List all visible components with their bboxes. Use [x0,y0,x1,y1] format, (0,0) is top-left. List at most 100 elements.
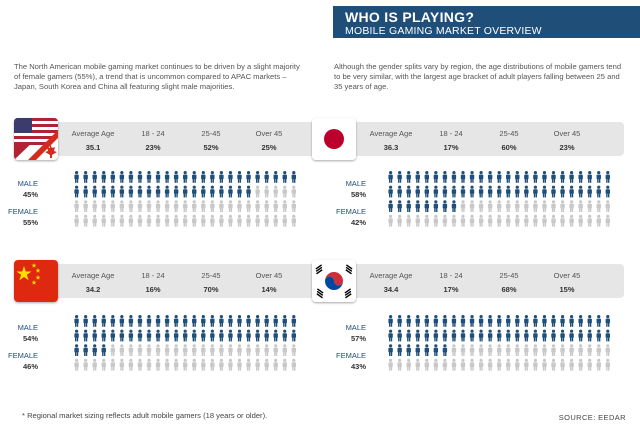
male-person-icon [497,315,502,327]
male-person-icon [424,344,429,356]
footnote: * Regional market sizing reflects adult … [22,411,268,420]
male-person-icon [506,171,511,183]
male-person-icon [469,171,475,183]
female-person-icon [533,200,538,212]
male-person-icon [74,315,79,327]
stat-25-45: 70% [203,285,219,294]
male-person-icon [397,171,402,183]
male-person-icon [551,171,556,183]
male-person-icon [146,171,152,183]
female-person-icon [237,214,242,227]
male-person-icon [201,315,206,327]
male-person-icon [219,315,224,327]
female-person-icon [282,344,287,356]
stat-average-age: 35.1 [85,143,101,152]
male-person-icon [388,171,393,183]
female-person-icon [264,358,269,371]
female-person-icon [273,214,278,227]
female-person-icon [596,344,601,356]
stat-header-over-45: Over 45 [255,129,283,138]
male-person-icon [101,329,106,342]
male-person-icon [397,315,402,327]
gender-pictogram [74,315,296,371]
male-person-icon [183,315,188,327]
female-person-icon [74,358,79,371]
female-person-icon [282,358,287,371]
male-person-icon [119,185,125,198]
page-subtitle: MOBILE GAMING MARKET OVERVIEW [345,25,542,37]
female-person-icon [397,214,402,227]
male-person-icon [578,315,583,327]
female-person-icon [92,214,97,227]
male-person-icon [469,329,475,342]
female-person-icon [210,358,215,371]
female-person-icon [406,214,411,227]
stat-header-18-24: 18 - 24 [141,129,165,138]
male-person-icon [424,185,429,198]
female-person-icon [273,200,278,212]
female-person-icon [228,344,233,356]
female-person-icon [605,200,610,212]
male-person-icon [569,171,574,183]
female-person-icon [137,358,143,371]
male-person-icon [551,315,556,327]
male-person-icon [406,329,411,342]
male-person-icon [164,329,170,342]
female-person-icon [264,185,269,198]
female-person-icon [74,200,79,212]
stat-25-45: 52% [203,143,219,152]
header-banner: WHO IS PLAYING? MOBILE GAMING MARKET OVE… [333,6,640,38]
male-person-icon [255,171,260,183]
male-label-text: MALE [345,323,366,332]
male-person-icon [433,315,439,327]
male-person-icon [388,185,393,198]
female-person-icon [542,214,547,227]
female-person-icon [264,214,269,227]
female-person-icon [110,214,115,227]
male-person-icon [110,315,115,327]
male-person-icon [273,329,278,342]
male-person-icon [415,315,420,327]
male-person-icon [460,315,466,327]
male-person-icon [282,329,287,342]
female-person-icon [442,214,448,227]
female-person-icon [228,358,233,371]
female-person-icon [110,200,115,212]
male-person-icon [424,329,429,342]
male-person-icon [255,329,260,342]
male-person-icon [101,185,106,198]
female-person-icon [587,358,592,371]
male-person-icon [515,171,520,183]
stats-bar: Average Age 18 - 24 25-45 Over 45 34.2 1… [36,264,326,298]
female-person-icon [596,200,601,212]
male-person-icon [264,171,269,183]
female-person-icon [460,358,466,371]
female-person-icon [201,214,206,227]
male-person-icon [497,329,502,342]
female-person-icon [255,185,260,198]
female-person-icon [560,344,565,356]
female-person-icon [524,200,529,212]
male-person-icon [146,185,152,198]
male-person-icon [210,315,215,327]
male-person-icon [587,185,592,198]
female-person-icon [291,358,296,371]
female-person-icon [551,214,556,227]
male-person-icon [542,171,547,183]
female-person-icon [146,200,152,212]
female-person-icon [183,200,188,212]
stat-over-45: 14% [261,285,277,294]
male-person-icon [110,329,115,342]
page-title: WHO IS PLAYING? [345,9,475,25]
female-person-icon [246,200,251,212]
male-person-icon [183,185,188,198]
male-percent: 54% [22,334,38,343]
male-person-icon [128,329,134,342]
gender-pictogram [388,315,610,371]
female-person-icon [219,358,224,371]
stat-average-age: 36.3 [383,143,399,152]
stat-25-45: 60% [501,143,517,152]
female-person-icon [192,214,197,227]
female-person-icon [246,344,251,356]
male-person-icon [542,185,547,198]
